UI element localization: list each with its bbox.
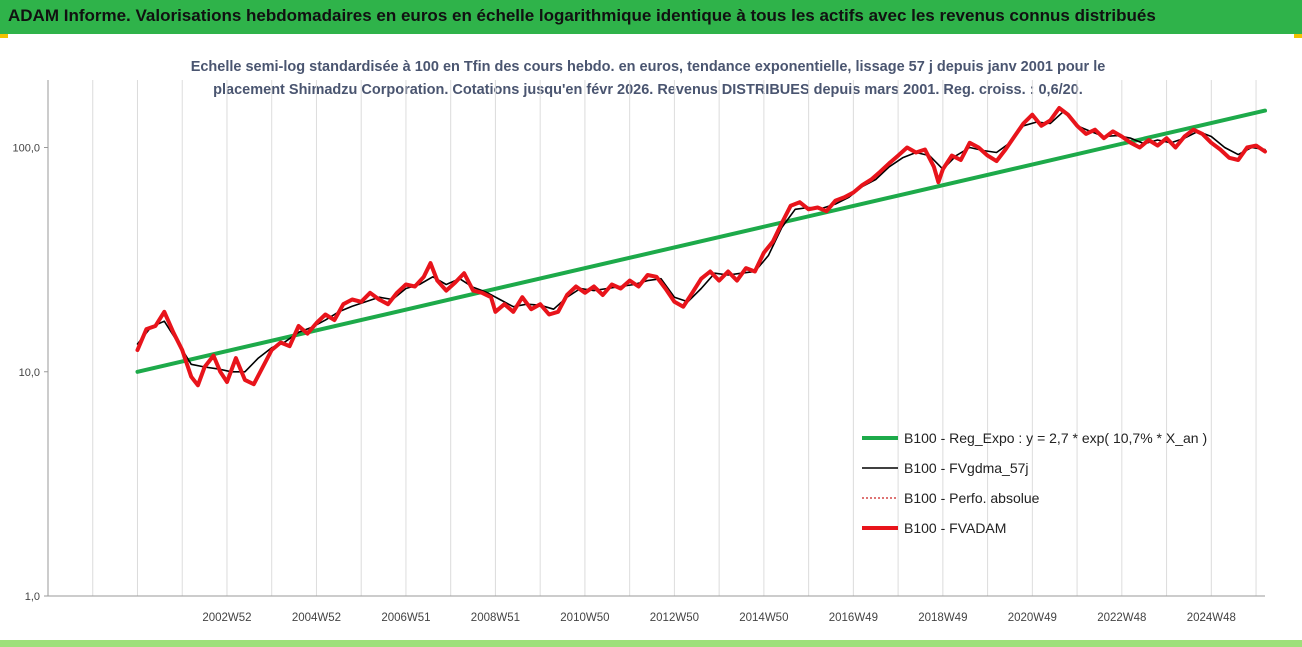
chart-title-line1: Echelle semi-log standardisée à 100 en T… [191,59,1106,75]
x-tick-label: 2018W49 [918,612,967,624]
x-tick-label: 2016W49 [829,612,878,624]
legend-label: B100 - FVADAM [904,520,1006,536]
x-tick-label: 2022W48 [1097,612,1146,624]
chart-area: Echelle semi-log standardisée à 100 en T… [12,59,1267,624]
x-tick-label: 2020W49 [1008,612,1057,624]
axes: 1,0 10,0 100,0 2002W52 2004W52 2006W51 2008W51… [12,80,1265,624]
chart-title-line2: placement Shimadzu Corporation. Cotation… [213,82,1083,98]
page-title: ADAM Informe. Valorisations hebdomadaire… [8,6,1156,25]
series-line-4 [135,106,1267,388]
x-tick-label: 2012W50 [650,612,699,624]
y-tick-label: 100,0 [12,143,40,155]
series-line-1 [135,108,1267,374]
x-tick-label: 2024W48 [1187,612,1236,624]
legend-label: B100 - Reg_Expo : y = 2,7 * exp( 10,7% *… [904,430,1207,446]
x-tick-label: 2006W51 [381,612,430,624]
corner-marker-right [1294,34,1302,38]
x-tick-label: 2008W51 [471,612,520,624]
series-lines [135,106,1267,388]
legend-label: B100 - Perfo. absolue [904,490,1040,506]
legend-label: B100 - FVgdma_57j [904,460,1029,476]
y-tick-label: 1,0 [25,591,40,603]
grid-lines [47,80,1257,596]
bottom-strip [0,640,1302,647]
x-tick-label: 2010W50 [560,612,609,624]
y-tick-label: 10,0 [19,367,40,379]
x-tick-label: 2002W52 [202,612,251,624]
x-tick-label: 2014W50 [739,612,788,624]
legend: B100 - Reg_Expo : y = 2,7 * exp( 10,7% *… [862,430,1207,536]
corner-marker-left [0,34,8,38]
x-tick-label: 2004W52 [292,612,341,624]
header-banner: ADAM Informe. Valorisations hebdomadaire… [0,0,1302,34]
